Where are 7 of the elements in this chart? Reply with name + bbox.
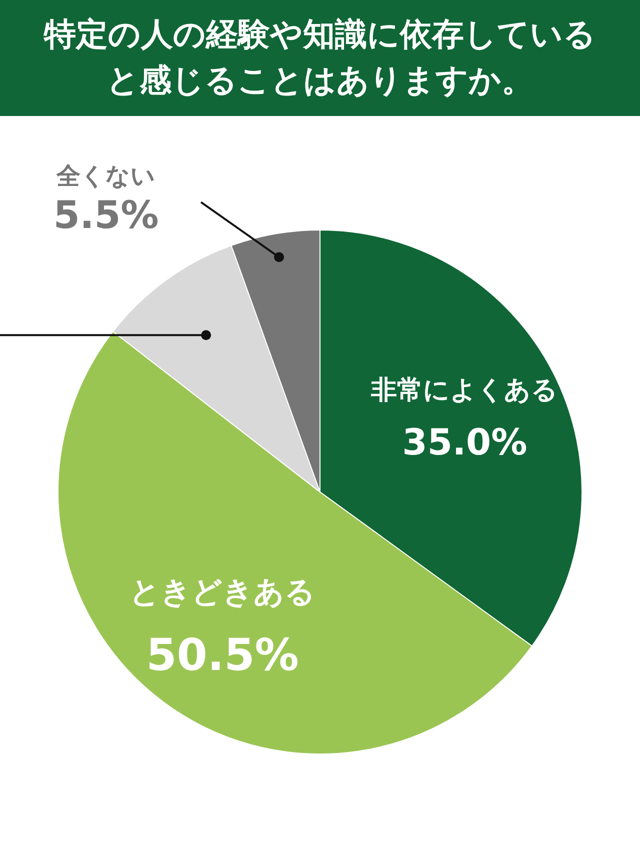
slice-label: 全くない — [56, 162, 156, 190]
data-label: 35.0% — [402, 422, 528, 464]
slice-label: 非常によくある — [370, 375, 558, 406]
data-label: 5.5% — [53, 193, 159, 238]
data-label: 50.5% — [146, 630, 299, 681]
chart-title: 特定の人の経験や知識に依存していると感じることはありますか。 — [43, 15, 596, 99]
slice-label: ときどきある — [129, 574, 316, 610]
